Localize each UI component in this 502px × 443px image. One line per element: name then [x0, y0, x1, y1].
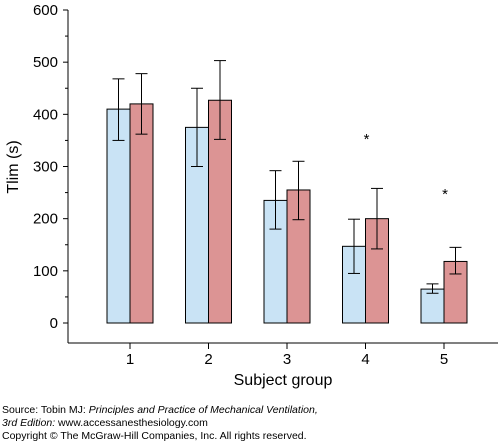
source-line-1: Source: Tobin MJ: Principles and Practic…: [2, 404, 318, 416]
y-tick-label: 0: [50, 315, 58, 332]
bar: [129, 103, 154, 324]
y-tick-label: 100: [33, 263, 58, 280]
copyright-line: Copyright © The McGraw-Hill Companies, I…: [2, 430, 307, 442]
y-tick-label: 600: [33, 2, 58, 19]
labels: 0 100 200 300 400 500 600 1 2 3 4 5 * * Subject group T…: [5, 2, 448, 389]
x-axis-title: Subject group: [234, 372, 333, 389]
x-tick-label: 4: [361, 351, 369, 368]
axes: [63, 9, 498, 349]
y-tick-label: 400: [33, 106, 58, 123]
x-tick-label: 3: [283, 351, 291, 368]
y-tick-label: 500: [33, 54, 58, 71]
bar: [106, 108, 131, 324]
x-tick-label: 1: [126, 351, 134, 368]
bar: [420, 288, 445, 324]
y-tick-label: 200: [33, 211, 58, 228]
source-line-2: 3rd Edition: www.accessanesthesiology.co…: [2, 417, 208, 429]
significance-asterisk: *: [442, 186, 448, 203]
significance-asterisk: *: [364, 131, 370, 148]
y-axis-title: Tlim (s): [5, 140, 22, 193]
y-tick-label: 300: [33, 159, 58, 176]
x-tick-label: 2: [204, 351, 212, 368]
bar-chart: 0 100 200 300 400 500 600 1 2 3 4 5 * * Subject group T…: [5, 2, 498, 389]
bars: [106, 60, 468, 324]
x-tick-label: 5: [440, 351, 448, 368]
